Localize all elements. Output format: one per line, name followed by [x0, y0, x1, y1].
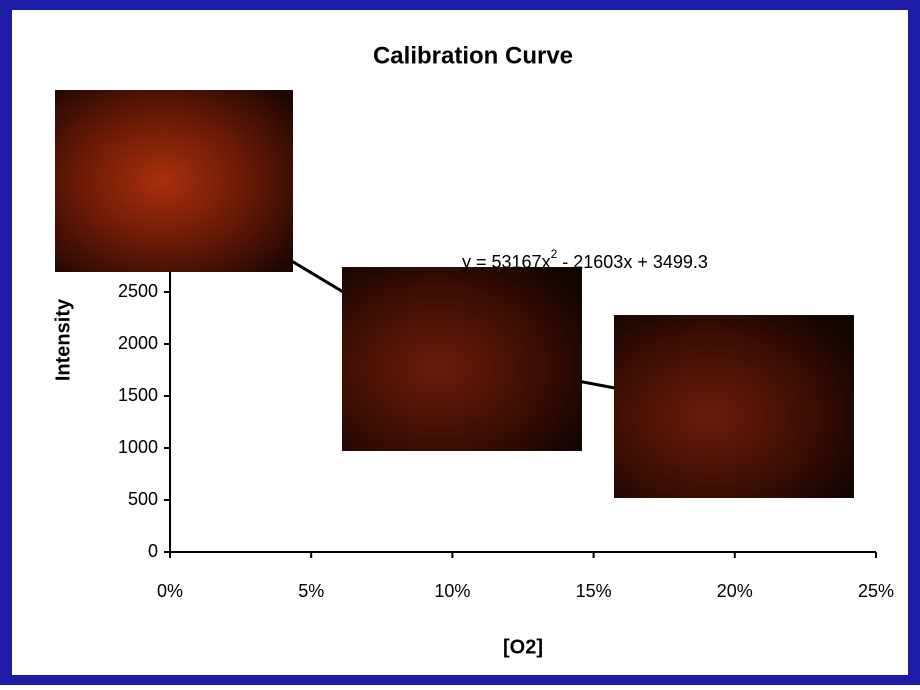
x-tick-label: 25%	[858, 581, 894, 601]
x-tick-label: 15%	[576, 581, 612, 601]
x-tick-label: 20%	[717, 581, 753, 601]
equation-part: - 21603x + 3499.3	[557, 252, 708, 272]
micrograph	[614, 315, 854, 498]
equation-exponent: 2	[551, 247, 558, 261]
x-tick-label: 5%	[298, 581, 324, 601]
x-tick-label: 10%	[434, 581, 470, 601]
x-axis-title: [O2]	[503, 636, 543, 658]
y-tick-label: 1500	[118, 385, 158, 405]
y-tick-label: 0	[148, 541, 158, 561]
y-tick-label: 2000	[118, 333, 158, 353]
trendline-equation: y = 53167x2 - 21603x + 3499.3	[462, 247, 708, 272]
y-axis-title: Intensity	[52, 298, 74, 381]
equation-part: y = 53167x	[462, 252, 551, 272]
micrograph	[55, 90, 293, 272]
x-tick-label: 0%	[157, 581, 183, 601]
y-tick-label: 2500	[118, 281, 158, 301]
micrograph	[342, 267, 582, 451]
y-tick-label: 500	[128, 489, 158, 509]
chart-title: Calibration Curve	[373, 42, 573, 69]
images	[55, 90, 854, 498]
y-tick-label: 1000	[118, 437, 158, 457]
